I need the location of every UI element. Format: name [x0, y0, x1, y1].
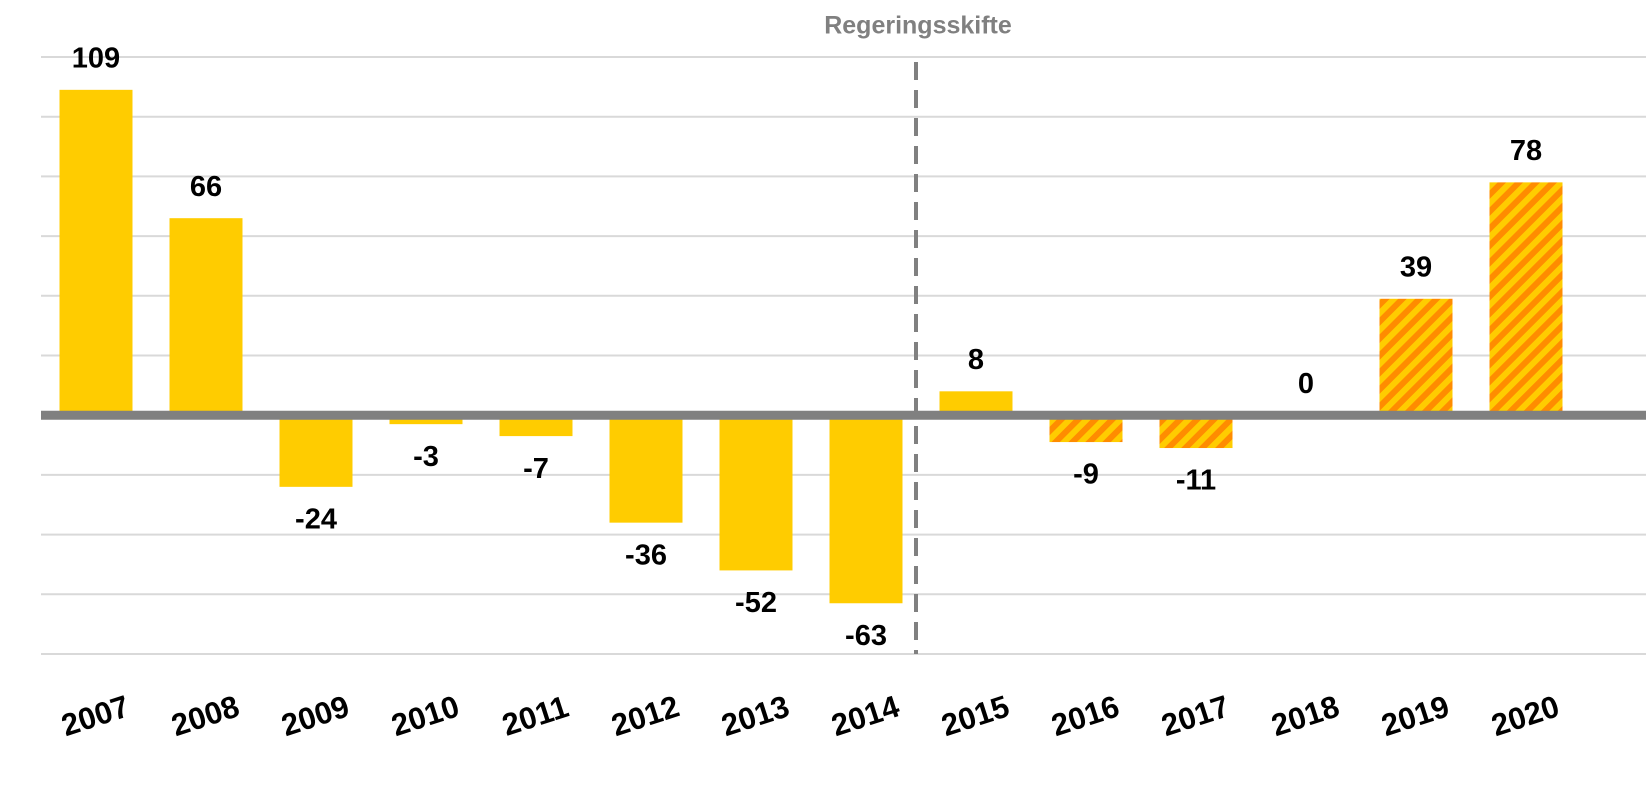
bar — [829, 415, 903, 604]
x-tick-label: 2014 — [827, 688, 904, 743]
x-tick-label: 2020 — [1487, 689, 1563, 744]
value-label: -11 — [1176, 465, 1216, 497]
x-tick-label: 2013 — [717, 689, 793, 744]
value-label: 78 — [1510, 135, 1542, 167]
value-label: -9 — [1073, 459, 1099, 491]
value-label: 8 — [968, 344, 984, 376]
bar — [939, 391, 1013, 416]
x-tick-label: 2010 — [387, 689, 463, 744]
x-tick-label: 2019 — [1377, 689, 1453, 744]
x-tick-label: 2008 — [167, 689, 243, 744]
value-label: -52 — [735, 587, 777, 619]
bar — [1159, 415, 1233, 449]
value-label: 0 — [1298, 368, 1314, 400]
x-tick-label: 2015 — [937, 689, 1013, 744]
value-label: -63 — [845, 620, 887, 652]
x-tick-label: 2007 — [57, 689, 133, 744]
value-label: 39 — [1400, 251, 1432, 283]
bar — [1489, 182, 1563, 416]
value-label: -7 — [523, 453, 549, 485]
x-tick-label: 2016 — [1047, 689, 1123, 744]
bar — [719, 415, 793, 571]
x-tick-label: 2012 — [607, 689, 683, 744]
bar — [609, 415, 683, 523]
bar — [1379, 298, 1453, 416]
annotation: Regeringsskifte — [824, 12, 1012, 40]
bar — [279, 415, 353, 487]
x-tick-label: 2018 — [1267, 689, 1343, 744]
x-tick-label: 2009 — [277, 689, 353, 744]
bar — [499, 415, 573, 437]
value-label: -24 — [295, 503, 337, 535]
bar — [59, 89, 133, 416]
value-label: 109 — [72, 42, 120, 74]
x-tick-label: 2011 — [498, 689, 573, 743]
value-label: -36 — [625, 539, 667, 571]
value-label: 66 — [190, 171, 222, 203]
bar — [169, 218, 243, 416]
value-label: -3 — [413, 441, 439, 473]
x-tick-label: 2017 — [1157, 689, 1233, 744]
